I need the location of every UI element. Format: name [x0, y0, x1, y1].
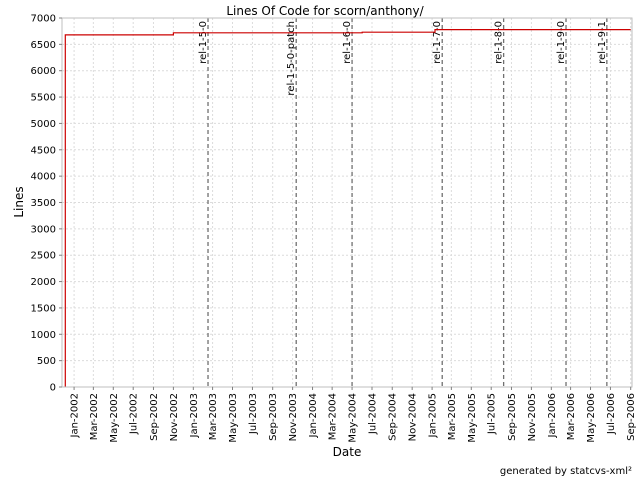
release-marker-label: rel-1-5-0 — [198, 21, 209, 64]
y-tick-label: 2500 — [31, 251, 56, 262]
x-tick-label: Jul-2006 — [606, 393, 617, 435]
y-axis: 0 500 1000 1500 2000 2500 3000 3500 4000 4500 5000… — [31, 14, 62, 394]
x-tick-label: Nov-2004 — [408, 393, 419, 441]
y-tick-label: 6500 — [31, 40, 56, 51]
x-tick-label: Sep-2004 — [388, 393, 399, 441]
x-tick-label: Mar-2006 — [566, 393, 577, 440]
y-tick-label: 4500 — [31, 145, 56, 156]
y-tick-label: 500 — [37, 356, 56, 367]
y-tick-label: 5000 — [31, 119, 56, 130]
x-tick-label: May-2004 — [348, 393, 359, 443]
release-marker-label: rel-1-5-0-patch — [286, 21, 297, 96]
y-tick-label: 6000 — [31, 66, 56, 77]
x-tick-label: May-2005 — [467, 393, 478, 443]
x-tick-label: Mar-2003 — [208, 393, 219, 440]
x-tick-label: May-2002 — [109, 393, 120, 443]
x-tick-label: Jan-2003 — [189, 393, 200, 438]
y-tick-label: 0 — [50, 383, 56, 394]
x-tick-label: Nov-2002 — [169, 393, 180, 441]
x-tick-label: Jan-2002 — [70, 393, 81, 438]
x-tick-label: Sep-2006 — [626, 393, 637, 441]
x-tick-label: Nov-2003 — [288, 393, 299, 441]
x-tick-label: Jul-2003 — [248, 393, 259, 435]
x-tick-label: Mar-2004 — [328, 393, 339, 440]
x-tick-label: Mar-2005 — [447, 393, 458, 440]
release-marker-label: rel-1-8-0 — [494, 21, 505, 64]
x-tick-label: May-2006 — [586, 393, 597, 443]
release-marker-label: rel-1-7-0 — [432, 21, 443, 64]
x-tick-label: Jul-2005 — [487, 393, 498, 435]
y-tick-label: 1000 — [31, 330, 56, 341]
y-tick-label: 3500 — [31, 198, 56, 209]
x-tick-label: Jan-2006 — [547, 393, 558, 438]
x-tick-label: Jul-2004 — [367, 393, 378, 435]
y-tick-label: 1500 — [31, 303, 56, 314]
x-tick-label: Sep-2002 — [149, 393, 160, 441]
y-axis-label: Lines — [12, 186, 26, 217]
x-tick-label: Sep-2003 — [268, 393, 279, 441]
x-tick-label: May-2003 — [228, 393, 239, 443]
x-tick-label: Mar-2002 — [89, 393, 100, 440]
series-line — [64, 29, 631, 387]
grid — [62, 17, 632, 388]
y-tick-label: 5500 — [31, 93, 56, 104]
x-tick-label: Jan-2004 — [308, 393, 319, 438]
y-tick-label: 3000 — [31, 224, 56, 235]
release-marker-label: rel-1-9-0 — [556, 21, 567, 64]
x-axis-label: Date — [333, 445, 362, 459]
release-marker-label: rel-1-9-1 — [597, 21, 608, 64]
x-tick-label: Nov-2005 — [527, 393, 538, 441]
chart-title: Lines Of Code for scorn/anthony/ — [226, 4, 424, 18]
x-tick-label: Jul-2002 — [129, 393, 140, 435]
y-tick-label: 4000 — [31, 172, 56, 183]
x-tick-label: Sep-2005 — [507, 393, 518, 441]
y-tick-label: 2000 — [31, 277, 56, 288]
x-axis: Jan-2002 Mar-2002 May-2002 Jul-2002 Sep-2002… — [70, 387, 637, 443]
credit-text: generated by statcvs-xml² — [500, 466, 632, 477]
x-tick-label: Jan-2005 — [428, 393, 439, 438]
release-marker-label: rel-1-6-0 — [342, 21, 353, 64]
series-layer — [64, 29, 631, 387]
release-markers: rel-1-5-0 rel-1-5-0-patch rel-1-6-0 rel-1-7… — [198, 18, 608, 387]
y-tick-label: 7000 — [31, 14, 56, 25]
